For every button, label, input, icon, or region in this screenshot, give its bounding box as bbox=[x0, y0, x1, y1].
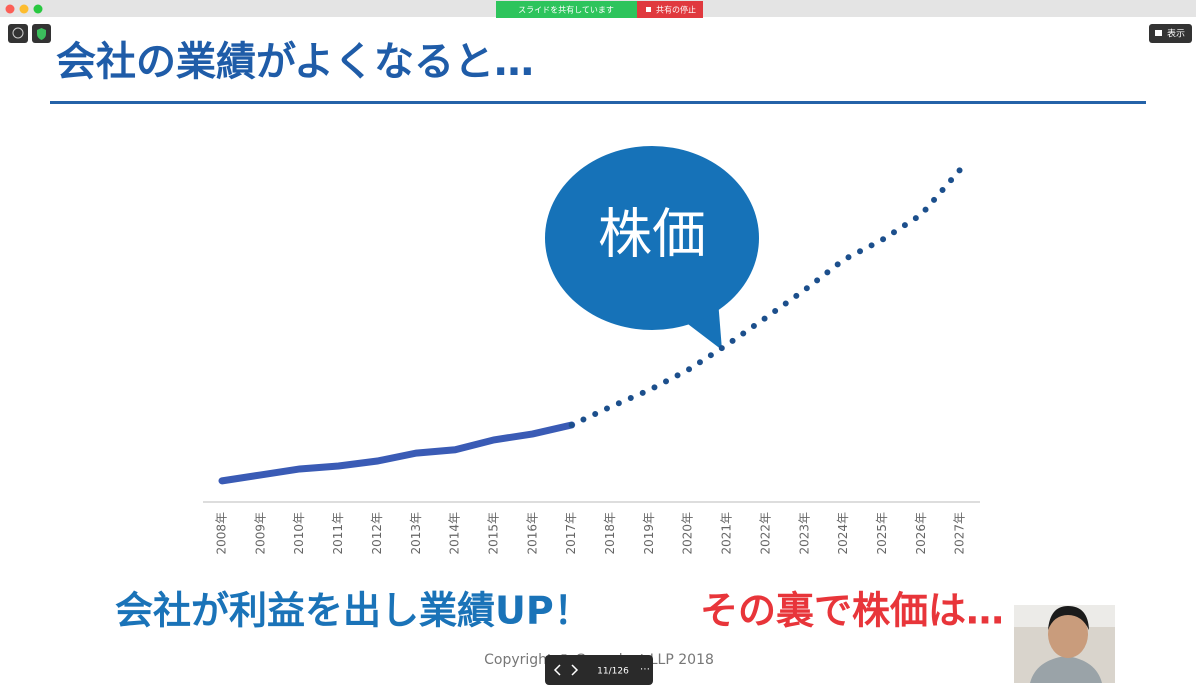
x-tick-label: 2025年 bbox=[875, 512, 889, 555]
x-tick-label: 2009年 bbox=[253, 512, 267, 555]
slide-title: 会社の業績がよくなると… bbox=[56, 39, 534, 85]
stop-text: 共有の停止 bbox=[656, 5, 696, 15]
webcam-hair bbox=[1048, 606, 1089, 630]
info-button[interactable] bbox=[8, 24, 28, 43]
x-tick-label: 2013年 bbox=[409, 512, 423, 555]
title-rule bbox=[50, 101, 1146, 104]
x-tick-label: 2016年 bbox=[525, 512, 539, 555]
page-counter: 11/126 bbox=[597, 667, 629, 677]
x-tick-label: 2010年 bbox=[292, 512, 306, 555]
x-tick-label: 2019年 bbox=[642, 512, 656, 555]
bubble-body bbox=[545, 146, 759, 330]
plot bbox=[218, 166, 964, 485]
x-tick-label: 2022年 bbox=[758, 512, 772, 555]
sharing-banner bbox=[496, 1, 637, 18]
more-button[interactable]: ⋯ bbox=[640, 664, 650, 675]
x-tick-label: 2017年 bbox=[564, 512, 578, 555]
x-tick-label: 2021年 bbox=[720, 512, 734, 555]
series-line bbox=[218, 421, 576, 485]
stop-icon bbox=[646, 7, 651, 12]
shield-icon bbox=[37, 28, 46, 40]
webcam-body bbox=[1030, 656, 1102, 683]
webcam-face bbox=[1048, 610, 1088, 658]
series-line bbox=[568, 166, 964, 429]
x-tick-label: 2012年 bbox=[370, 512, 384, 555]
x-tick-label: 2023年 bbox=[797, 512, 811, 555]
close-button[interactable] bbox=[5, 4, 15, 14]
x-tick-label: 2011年 bbox=[331, 512, 345, 555]
caption-left: 会社が利益を出し業績UP！ bbox=[115, 589, 592, 633]
stop-button[interactable] bbox=[637, 1, 703, 18]
caption-right: その裏で株価は… bbox=[700, 589, 1004, 633]
webcam bbox=[1014, 605, 1115, 683]
zoom-button[interactable] bbox=[33, 4, 43, 14]
x-tick-label: 2008年 bbox=[215, 512, 229, 555]
x-tick-label: 2015年 bbox=[486, 512, 500, 555]
speech-bubble bbox=[545, 146, 759, 350]
sharing-text: スライドを共有しています bbox=[518, 5, 614, 15]
view-icon bbox=[1155, 30, 1162, 36]
minimize-button[interactable] bbox=[19, 4, 29, 14]
annotation: 株価 bbox=[598, 203, 706, 266]
x-tick-label: 2020年 bbox=[681, 512, 695, 555]
x-tick-label: 2027年 bbox=[953, 512, 967, 555]
x-tick-label: 2024年 bbox=[836, 512, 850, 555]
nav-bar bbox=[545, 655, 653, 685]
view-button[interactable] bbox=[1149, 24, 1192, 43]
x-tick-label: 2014年 bbox=[448, 512, 462, 555]
prev-button[interactable] bbox=[553, 664, 561, 676]
next-button[interactable] bbox=[571, 664, 579, 676]
info-icon bbox=[12, 27, 24, 39]
view-text: 表示 bbox=[1167, 28, 1185, 40]
x-tick-label: 2026年 bbox=[914, 512, 928, 555]
x-tick-label: 2018年 bbox=[603, 512, 617, 555]
